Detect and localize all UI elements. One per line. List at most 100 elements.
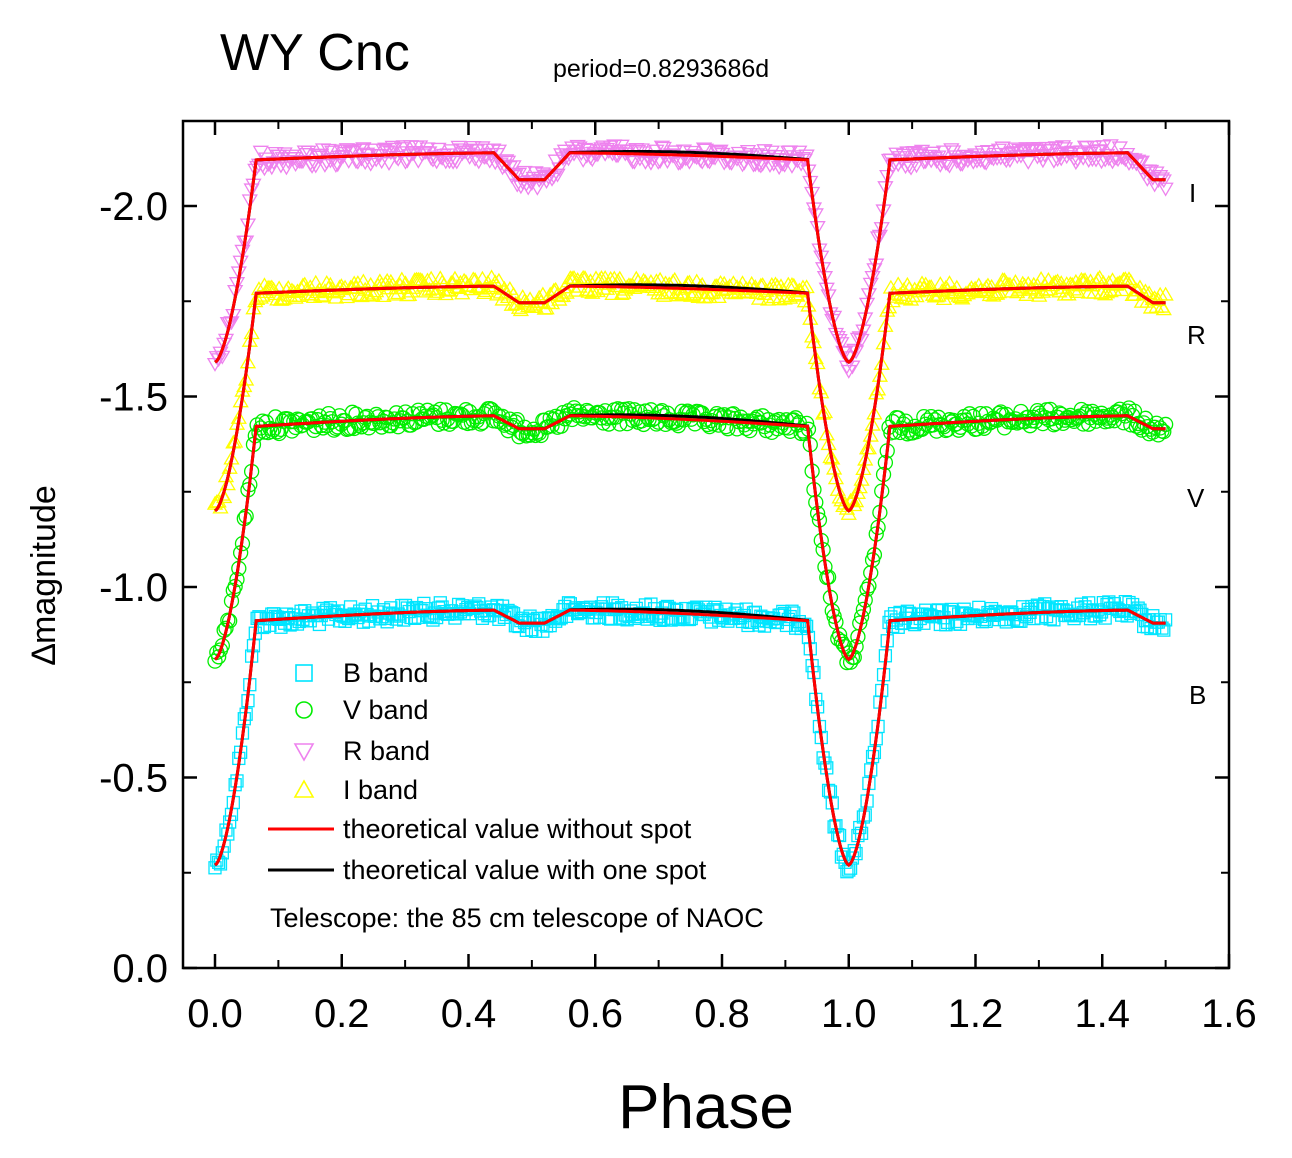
data-point (703, 285, 720, 300)
data-point (983, 151, 1000, 166)
data-point (613, 286, 630, 301)
data-point (443, 144, 460, 159)
band-label-b: B (1189, 680, 1206, 710)
data-point (390, 285, 407, 300)
data-point (515, 426, 531, 442)
data-point (567, 282, 584, 297)
data-point (833, 492, 850, 507)
data-point (673, 286, 691, 301)
data-point (380, 157, 398, 171)
data-point (210, 353, 227, 368)
data-point (392, 413, 408, 429)
legend-circle-icon (295, 701, 313, 719)
data-point (840, 505, 857, 520)
legend-triangle-up-icon (293, 779, 315, 798)
data-point (344, 145, 361, 160)
data-point (869, 231, 887, 246)
data-point (860, 288, 878, 303)
data-point (346, 144, 363, 159)
data-point (895, 148, 912, 163)
series-r-band (206, 139, 1174, 379)
band-labels: B V I R (1187, 178, 1206, 710)
x-tick-label: 0.4 (441, 992, 497, 1036)
data-point (675, 285, 693, 300)
data-point (569, 139, 586, 154)
data-point (791, 282, 808, 297)
data-point (274, 620, 288, 634)
data-point (1113, 282, 1130, 297)
data-point (897, 290, 914, 305)
data-point (241, 194, 258, 209)
data-point (481, 154, 498, 169)
data-point (849, 332, 867, 347)
data-point (265, 421, 282, 438)
data-point (683, 287, 700, 302)
data-point (351, 143, 368, 158)
x-tick-label: 0.6 (567, 992, 623, 1036)
data-point (1093, 285, 1110, 300)
data-point (549, 168, 566, 183)
data-point (319, 418, 335, 434)
data-point (1095, 140, 1112, 155)
data-point (1020, 155, 1037, 170)
data-point (327, 289, 345, 304)
data-point (752, 159, 769, 174)
data-point (547, 154, 564, 169)
data-point (921, 149, 938, 164)
data-point (490, 272, 508, 287)
x-tick-label: 1.2 (948, 992, 1004, 1036)
data-point (877, 181, 894, 196)
data-point (851, 479, 868, 494)
data-point (988, 285, 1006, 300)
data-point (507, 169, 524, 184)
data-point (434, 412, 450, 428)
data-point (985, 287, 1002, 302)
data-point (308, 418, 324, 435)
data-point (655, 287, 672, 302)
data-point (836, 847, 850, 862)
data-point (672, 156, 689, 171)
data-point (1066, 413, 1082, 429)
data-point (575, 153, 592, 168)
x-tick-label: 1.6 (1201, 992, 1257, 1036)
y-tick-label: -1.5 (99, 376, 168, 420)
data-point (211, 649, 227, 665)
data-point (421, 281, 438, 296)
data-point (214, 637, 230, 654)
data-point (941, 159, 958, 174)
data-point (941, 275, 958, 290)
data-point (448, 155, 465, 170)
x-tick-label: 1.0 (821, 992, 877, 1036)
data-point (589, 283, 606, 298)
data-point (1157, 182, 1174, 197)
y-tick-label: -2.0 (99, 185, 168, 229)
data-point (1027, 413, 1044, 429)
data-point (230, 266, 247, 281)
x-tick-label: 0.0 (187, 992, 243, 1036)
data-point (580, 283, 597, 298)
data-point (771, 411, 787, 428)
data-layer (206, 139, 1174, 879)
model-without-spot-curve (214, 608, 1166, 868)
data-point (1057, 412, 1073, 428)
data-point (809, 221, 826, 235)
data-point (844, 360, 861, 375)
data-point (512, 302, 530, 317)
data-point (490, 144, 508, 159)
data-point (1155, 301, 1172, 316)
data-point (307, 159, 324, 174)
data-point (913, 275, 931, 290)
data-point (393, 142, 410, 157)
data-point (695, 142, 713, 157)
y-tick-label: -1.0 (99, 566, 168, 610)
data-point (866, 405, 883, 420)
data-point (320, 143, 337, 158)
data-point (1086, 140, 1103, 155)
data-point (375, 288, 392, 303)
legend-label: V band (343, 695, 429, 725)
data-point (523, 177, 541, 191)
data-point (298, 281, 315, 296)
data-point (798, 149, 815, 164)
data-point (1093, 155, 1110, 170)
